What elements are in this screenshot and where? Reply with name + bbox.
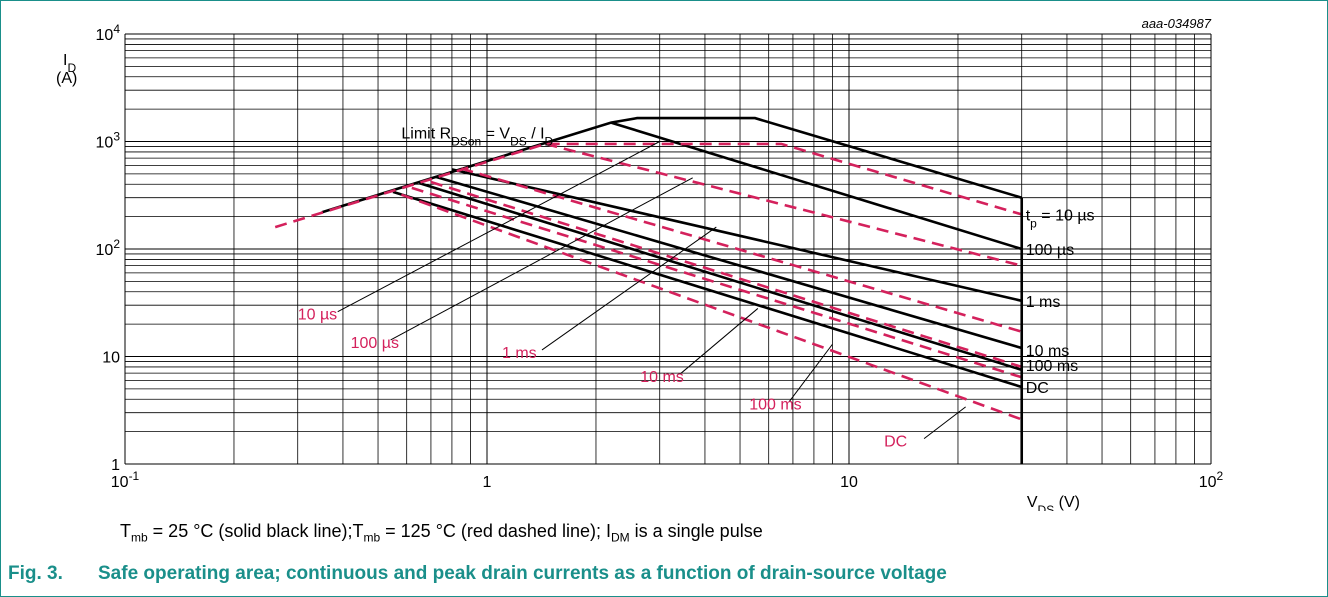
series-125c-10-s: [274, 142, 1023, 229]
label-leader-line: [679, 308, 759, 375]
black-series-label: 100 ms: [1026, 358, 1078, 375]
black-series-label: 10 ms: [1026, 343, 1070, 360]
black-series-label: 1 ms: [1026, 294, 1061, 311]
y-tick-label: 1: [111, 457, 120, 474]
red-series-label: 1 ms: [502, 345, 537, 362]
note-t3-rest: is a single pulse: [629, 521, 763, 541]
y-tick-label: 103: [96, 130, 121, 152]
grid: [124, 33, 1212, 465]
series-125c-dc: [400, 193, 1023, 421]
y-axis-title: ID: [63, 52, 76, 75]
y-axis-unit: (A): [56, 70, 77, 87]
note-t2-sub: mb: [363, 530, 381, 545]
figure-id: aaa-034987: [1142, 16, 1212, 31]
series-25c-dc: [392, 190, 1023, 389]
x-tick-label: 10: [840, 474, 858, 491]
series-25c-10-ms: [435, 175, 1023, 350]
red-series-label: DC: [884, 434, 907, 451]
black-series-label: DC: [1026, 380, 1049, 397]
label-leader-line: [923, 406, 966, 440]
note-t1-rest: = 25 °C (solid black line);: [147, 521, 353, 541]
y-tick-label: 104: [96, 22, 121, 44]
series-25c-100-ms: [418, 181, 1023, 372]
series-125c-1-ms: [461, 167, 1023, 333]
black-series-label: tp = 10 µs: [1026, 207, 1095, 230]
note-t1: T: [120, 521, 131, 541]
chart-series: [274, 116, 1024, 464]
y-tick-label: 102: [96, 237, 121, 259]
test-conditions-note: Tmb = 25 °C (solid black line);Tmb = 125…: [120, 521, 763, 545]
figure-caption: Fig. 3. Safe operating area; continuous a…: [8, 563, 947, 585]
label-leader-line: [390, 177, 693, 341]
x-tick-label: 10-1: [111, 469, 140, 491]
series-25c-1-ms: [451, 168, 1022, 303]
label-leader-line: [337, 141, 660, 313]
black-series-label: 100 µs: [1026, 242, 1074, 259]
series-125c-100-ms: [411, 186, 1023, 379]
figure-number: Fig. 3.: [8, 563, 63, 584]
series-125c-10-ms: [430, 180, 1023, 369]
red-series-label: 100 µs: [351, 335, 399, 352]
label-leaders: [337, 141, 966, 440]
series-25c-100-s: [610, 121, 1023, 251]
label-leader-line: [788, 343, 833, 402]
x-tick-label: 1: [483, 474, 492, 491]
x-axis-title: VDS (V): [1027, 494, 1080, 511]
note-t1-sub: mb: [131, 530, 148, 545]
figure-title: Safe operating area; continuous and peak…: [98, 563, 947, 584]
y-tick-label: 10: [102, 350, 120, 367]
red-series-label: 100 ms: [749, 397, 801, 414]
note-t2: T: [352, 521, 364, 541]
note-t2-rest: = 125 °C (red dashed line); I: [380, 521, 611, 541]
x-tick-label: 102: [1199, 469, 1224, 491]
rdson-limit-label: Limit RDSon = VDS / ID: [401, 125, 553, 148]
note-t3-sub: DM: [610, 530, 630, 545]
red-series-label: 10 ms: [640, 369, 684, 386]
series-125c-100-s: [545, 142, 1023, 267]
red-series-label: 10 µs: [298, 307, 337, 324]
label-leader-line: [541, 226, 717, 351]
